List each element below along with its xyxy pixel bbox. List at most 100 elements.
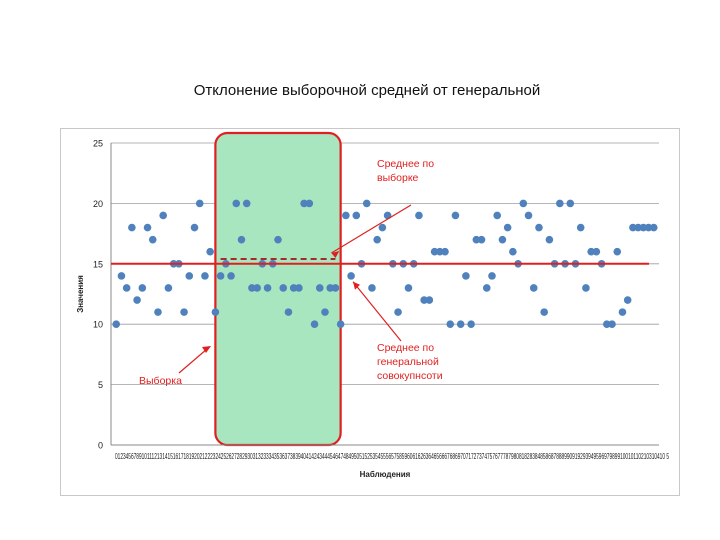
population-mean-arrowhead xyxy=(353,281,360,290)
data-point xyxy=(613,247,622,256)
slide-title: Отклонение выборочной средней от генерал… xyxy=(193,82,541,99)
data-point xyxy=(279,284,288,292)
y-tick-label: 25 xyxy=(93,139,103,149)
data-point xyxy=(394,308,402,316)
data-point xyxy=(373,235,381,244)
data-point xyxy=(216,272,225,280)
y-axis: 0 5 10 15 20 25 Значения xyxy=(76,139,112,451)
data-point xyxy=(227,272,235,280)
data-points xyxy=(112,199,658,328)
y-tick-label: 0 xyxy=(98,441,103,451)
data-point xyxy=(462,272,470,280)
data-point xyxy=(519,199,528,208)
data-point xyxy=(143,223,152,232)
data-point xyxy=(347,272,355,280)
data-point xyxy=(556,199,564,208)
sample-mean-label: Среднее по выборке xyxy=(377,158,434,184)
data-point xyxy=(326,284,335,292)
data-point xyxy=(451,211,460,220)
mean-lines xyxy=(111,257,649,265)
data-point xyxy=(545,235,554,244)
data-point xyxy=(649,223,658,232)
data-point xyxy=(634,223,642,232)
data-point xyxy=(535,223,543,232)
data-point xyxy=(509,247,517,256)
data-point xyxy=(138,284,147,292)
data-point xyxy=(133,296,141,304)
data-point xyxy=(164,284,173,292)
data-point xyxy=(493,211,502,220)
scatter-chart: 0 5 10 15 20 25 Значения 012345678910111213141… xyxy=(76,131,669,479)
data-point xyxy=(242,199,251,208)
data-point xyxy=(352,211,361,220)
data-point xyxy=(336,320,345,328)
data-point xyxy=(582,284,590,292)
sample-region-label: Выборка xyxy=(139,375,182,387)
sample-mean-arrow xyxy=(331,204,412,254)
data-point xyxy=(300,199,308,208)
data-point xyxy=(404,284,413,292)
data-point xyxy=(310,320,319,328)
data-point xyxy=(274,235,282,244)
data-point xyxy=(263,284,272,292)
data-point xyxy=(420,296,428,304)
data-point xyxy=(430,247,439,256)
data-point xyxy=(436,247,444,256)
data-point xyxy=(482,284,491,292)
data-point xyxy=(576,223,585,232)
sample-mean-arrowhead xyxy=(331,250,340,258)
data-point xyxy=(639,223,648,232)
data-point xyxy=(342,211,350,220)
data-point xyxy=(331,284,340,292)
data-point xyxy=(540,308,548,316)
data-point xyxy=(185,272,194,280)
data-point xyxy=(248,284,256,292)
data-point xyxy=(190,223,199,232)
y-tick-label: 5 xyxy=(98,380,103,390)
data-point xyxy=(253,284,261,292)
data-point xyxy=(195,199,204,208)
data-point xyxy=(629,223,637,232)
data-point xyxy=(237,235,246,244)
data-point xyxy=(415,211,423,220)
data-point xyxy=(154,308,162,316)
data-point xyxy=(529,284,538,292)
data-point xyxy=(524,211,533,220)
data-point xyxy=(446,320,455,328)
annotation-labels: Среднее по выборке Среднее по генеральной со… xyxy=(139,158,443,387)
data-point xyxy=(211,308,220,316)
data-point xyxy=(498,235,507,244)
x-tick-labels: 0123456789101112131415161718192021222324… xyxy=(115,451,669,461)
sample-region-arrowhead xyxy=(202,346,211,353)
data-point xyxy=(456,320,465,328)
data-point xyxy=(112,320,121,328)
data-point xyxy=(425,296,434,304)
data-point xyxy=(644,223,653,232)
data-point xyxy=(206,247,214,256)
data-point xyxy=(566,199,575,208)
data-point xyxy=(117,272,126,280)
data-point xyxy=(467,320,475,328)
data-point xyxy=(295,284,303,292)
data-point xyxy=(201,272,209,280)
data-point xyxy=(472,235,481,244)
data-point xyxy=(477,235,486,244)
population-mean-label: Среднее по генеральной совокупнсоти xyxy=(377,342,443,382)
data-point xyxy=(362,199,371,208)
data-point xyxy=(289,284,298,292)
data-point xyxy=(122,284,131,292)
data-point xyxy=(159,211,167,220)
data-point xyxy=(441,247,449,256)
x-axis-label: Наблюдения xyxy=(360,470,411,479)
data-point xyxy=(321,308,329,316)
data-point xyxy=(603,320,611,328)
grid-lines xyxy=(111,142,659,446)
y-tick-label: 10 xyxy=(93,320,103,330)
data-point xyxy=(592,247,601,256)
y-tick-label: 20 xyxy=(93,199,103,209)
data-point xyxy=(618,308,627,316)
data-point xyxy=(148,235,157,244)
data-point xyxy=(608,320,616,328)
data-point xyxy=(284,308,293,316)
data-point xyxy=(232,199,241,208)
